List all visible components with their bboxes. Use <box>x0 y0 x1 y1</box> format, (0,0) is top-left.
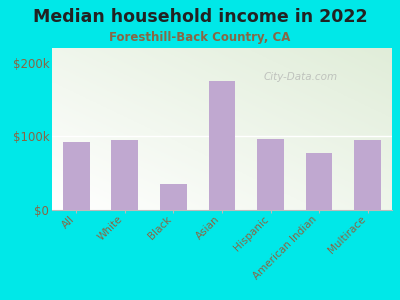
Bar <box>354 140 381 210</box>
Text: Foresthill-Back Country, CA: Foresthill-Back Country, CA <box>109 32 291 44</box>
Text: Median household income in 2022: Median household income in 2022 <box>33 8 367 26</box>
Text: City-Data.com: City-Data.com <box>263 72 337 82</box>
Bar <box>160 184 187 210</box>
Bar <box>306 153 332 210</box>
Bar <box>63 142 90 210</box>
Bar <box>257 139 284 210</box>
Bar <box>112 140 138 210</box>
Bar <box>209 81 235 210</box>
